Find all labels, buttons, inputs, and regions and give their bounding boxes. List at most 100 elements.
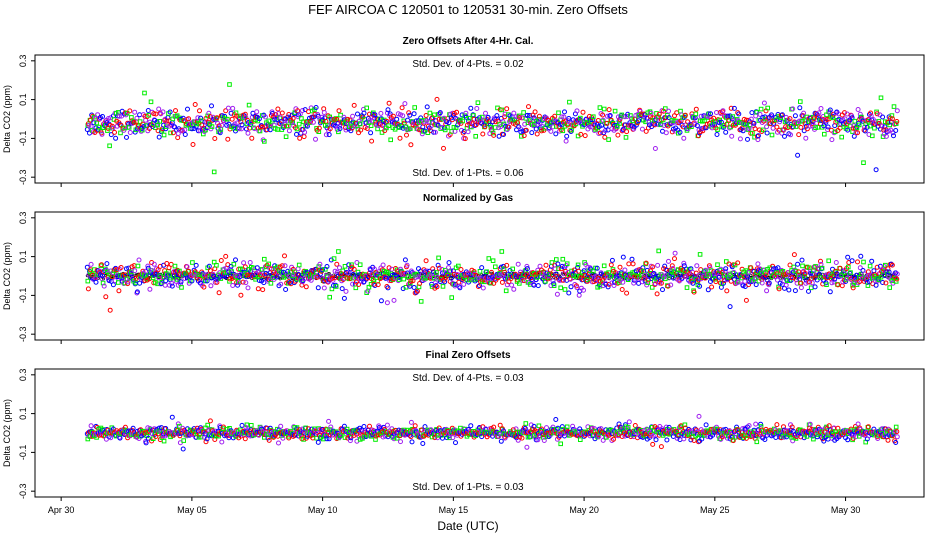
data-point: [870, 133, 875, 139]
data-point: [560, 256, 566, 262]
data-point: [797, 105, 803, 111]
data-point: [861, 259, 866, 265]
data-point: [550, 124, 556, 130]
data-point: [798, 280, 804, 286]
data-point: [554, 257, 559, 262]
data-point: [386, 123, 391, 129]
data-point: [746, 423, 752, 429]
data-point: [227, 279, 232, 284]
data-point: [826, 258, 832, 264]
data-point: [651, 271, 657, 276]
data-point: [796, 132, 802, 138]
data-point: [108, 435, 114, 441]
data-point: [796, 274, 802, 279]
panel-1-x-ticks: [60, 183, 847, 187]
data-point: [301, 134, 307, 140]
data-point: [193, 124, 199, 129]
data-point: [132, 109, 138, 115]
data-point: [824, 117, 830, 122]
data-point: [211, 169, 217, 175]
data-point: [599, 280, 605, 286]
data-point: [789, 275, 795, 281]
data-point: [550, 278, 556, 284]
data-point: [553, 417, 559, 422]
data-point: [696, 277, 701, 283]
data-point: [502, 111, 508, 117]
data-point: [260, 124, 266, 130]
data-point: [441, 145, 446, 151]
data-point: [499, 279, 505, 285]
data-point: [275, 106, 281, 112]
data-point: [477, 269, 483, 274]
data-point: [564, 133, 570, 139]
data-point: [466, 115, 472, 121]
data-point: [112, 129, 117, 135]
data-point: [239, 272, 244, 278]
data-point: [555, 425, 561, 431]
y-tick-label: -0.3: [18, 326, 28, 342]
data-point: [491, 132, 497, 138]
data-point: [223, 108, 229, 114]
data-point: [643, 260, 649, 266]
reference-point: [667, 277, 671, 281]
data-point: [106, 116, 111, 121]
panel-1: Zero Offsets After 4-Hr. Cal. 0.30.1-0.1…: [2, 36, 925, 187]
data-point: [483, 110, 488, 116]
data-point: [831, 130, 837, 136]
data-point: [708, 268, 714, 273]
data-point: [630, 261, 636, 267]
data-point: [241, 260, 247, 266]
data-point: [687, 271, 693, 276]
data-point: [879, 123, 885, 129]
data-point: [184, 264, 190, 270]
data-point: [168, 130, 173, 136]
data-point: [611, 436, 616, 442]
data-point: [407, 112, 413, 118]
data-point: [669, 263, 675, 269]
data-point: [313, 105, 319, 110]
data-point: [509, 282, 515, 288]
data-point: [118, 130, 123, 136]
data-point: [114, 267, 120, 273]
data-point: [502, 269, 508, 275]
data-point: [297, 135, 303, 141]
data-point: [300, 108, 305, 113]
data-point: [384, 422, 390, 428]
panel-3: Final Zero Offsets 0.30.1-0.1-0.3 Delta …: [2, 350, 925, 501]
data-point: [426, 119, 432, 125]
data-point: [399, 105, 405, 111]
data-point: [342, 264, 348, 269]
data-point: [132, 129, 138, 135]
data-point: [471, 116, 477, 122]
data-point: [364, 105, 369, 111]
data-point: [697, 252, 703, 257]
data-point: [84, 264, 90, 270]
data-point: [343, 127, 349, 133]
data-point: [290, 115, 296, 121]
data-point: [174, 277, 180, 282]
data-point: [880, 280, 886, 285]
data-point: [435, 262, 441, 268]
data-point: [656, 111, 662, 117]
data-point: [162, 282, 168, 288]
data-point: [727, 271, 732, 277]
data-point: [746, 282, 752, 288]
data-point: [217, 425, 223, 430]
data-point: [415, 274, 421, 280]
data-point: [556, 110, 561, 116]
data-point: [865, 117, 871, 123]
data-point: [771, 266, 777, 272]
data-point: [729, 133, 735, 139]
data-point: [743, 122, 749, 127]
data-point: [548, 128, 554, 134]
data-point: [383, 119, 389, 125]
data-point: [721, 280, 726, 286]
data-point: [664, 267, 670, 273]
data-point: [724, 288, 730, 294]
data-point: [874, 264, 880, 270]
data-point: [693, 111, 699, 117]
data-point: [448, 268, 454, 274]
data-point: [210, 428, 216, 434]
data-point: [296, 121, 302, 127]
